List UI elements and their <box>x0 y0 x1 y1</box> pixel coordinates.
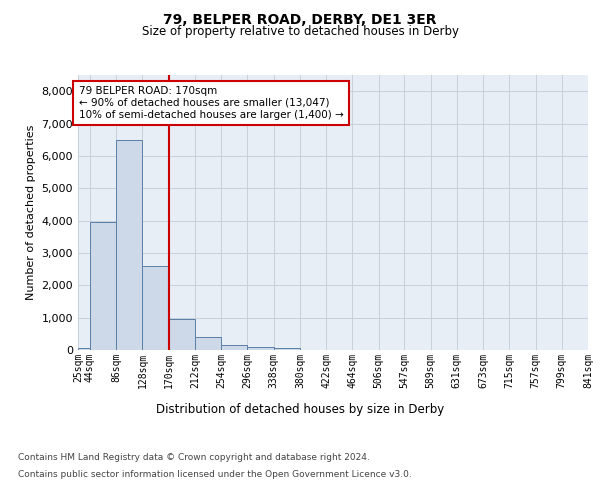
Bar <box>78 348 90 350</box>
Bar <box>221 345 247 350</box>
Bar <box>90 222 116 350</box>
Text: 79, BELPER ROAD, DERBY, DE1 3ER: 79, BELPER ROAD, DERBY, DE1 3ER <box>163 12 437 26</box>
Bar <box>169 320 195 350</box>
Bar <box>116 140 142 350</box>
Y-axis label: Number of detached properties: Number of detached properties <box>26 125 36 300</box>
Bar <box>142 266 169 350</box>
Text: Distribution of detached houses by size in Derby: Distribution of detached houses by size … <box>156 402 444 415</box>
Text: Contains HM Land Registry data © Crown copyright and database right 2024.: Contains HM Land Registry data © Crown c… <box>18 452 370 462</box>
Text: Size of property relative to detached houses in Derby: Size of property relative to detached ho… <box>142 25 458 38</box>
Bar <box>247 347 274 350</box>
Text: Contains public sector information licensed under the Open Government Licence v3: Contains public sector information licen… <box>18 470 412 479</box>
Text: 79 BELPER ROAD: 170sqm
← 90% of detached houses are smaller (13,047)
10% of semi: 79 BELPER ROAD: 170sqm ← 90% of detached… <box>79 86 343 120</box>
Bar <box>274 348 300 350</box>
Bar <box>195 337 221 350</box>
